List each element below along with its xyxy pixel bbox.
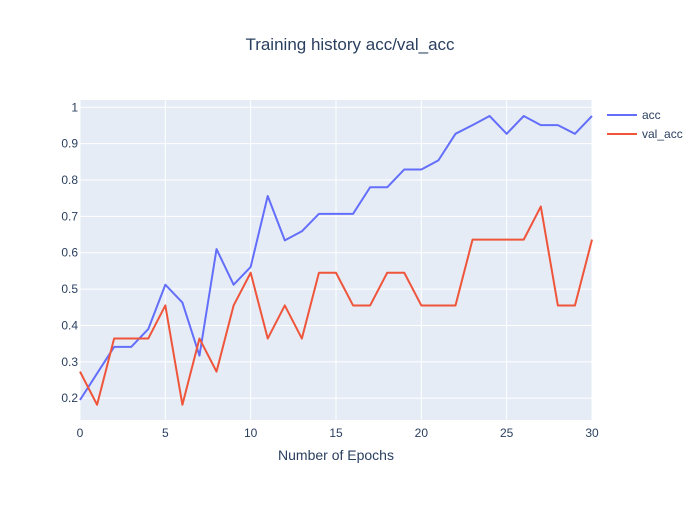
series-lines [79,115,593,406]
legend-label: val_acc [642,127,683,141]
grid-lines [79,100,593,420]
y-tick-label: 1 [71,100,78,114]
chart-title: Training history acc/val_acc [245,35,455,54]
y-tick-label: 0.7 [61,209,78,223]
y-tick-label: 0.6 [61,246,78,260]
series-line-val_acc[interactable] [79,205,593,406]
x-tick-label: 5 [162,426,169,440]
y-tick-label: 0.5 [61,282,78,296]
x-tick-label: 10 [244,426,258,440]
y-tick-label: 0.8 [61,173,78,187]
x-tick-label: 15 [329,426,343,440]
legend[interactable]: acc val_acc [607,108,683,141]
x-tick-label: 0 [77,426,84,440]
y-tick-label: 0.9 [61,137,78,151]
y-tick-label: 0.2 [61,391,78,405]
tick-labels: 0 5 10 15 20 25 30 0.2 0.3 0.4 0.5 0.6 0.7 0.8 0.9 1 [61,100,599,440]
x-tick-label: 20 [415,426,429,440]
legend-item-val_acc[interactable]: val_acc [607,127,683,141]
x-tick-label: 25 [500,426,514,440]
legend-item-acc[interactable]: acc [607,108,661,122]
x-axis-title: Number of Epochs [278,447,394,463]
y-tick-label: 0.4 [61,318,78,332]
x-tick-label: 30 [585,426,599,440]
y-tick-label: 0.3 [61,355,78,369]
series-line-acc[interactable] [79,115,593,401]
legend-label: acc [642,108,661,122]
